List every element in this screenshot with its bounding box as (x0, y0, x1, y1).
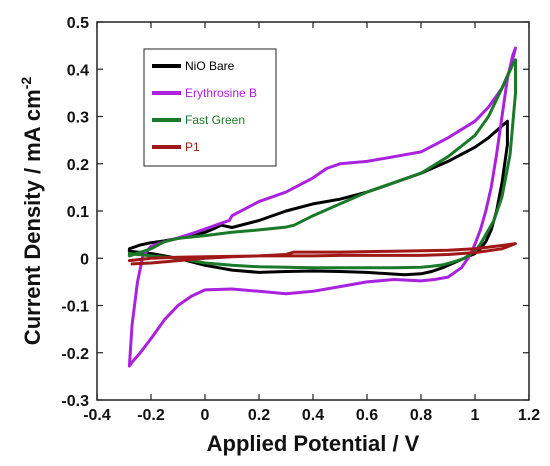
x-tick-label: 0.8 (410, 407, 432, 424)
x-axis-title: Applied Potential / V (207, 431, 420, 456)
y-tick-label: 0 (80, 251, 89, 268)
legend-label-fast-green: Fast Green (185, 113, 245, 127)
y-axis-title: Current Density / mA cm-2 (18, 77, 45, 346)
series-line-fast-green (127, 58, 517, 270)
series-layer (127, 46, 517, 368)
y-axis-title-superscript: -2 (18, 77, 34, 90)
legend-label-erythrosine-b: Erythrosine B (185, 86, 257, 100)
y-tick-label: 0.2 (67, 157, 89, 174)
x-tick-label: 1.2 (518, 407, 540, 424)
y-tick-label: 0.1 (67, 204, 89, 221)
y-tick-label: 0.3 (67, 110, 89, 127)
x-tick-label: 0.4 (302, 407, 324, 424)
y-tick-label: -0.2 (61, 346, 89, 363)
y-axis-title-main: Current Density / mA cm (20, 89, 45, 345)
y-tick-label: -0.3 (61, 393, 89, 410)
legend: NiO Bare Erythrosine B Fast Green P1 (143, 48, 277, 167)
x-tick-label: 0.6 (356, 407, 378, 424)
legend-label-p1: P1 (185, 140, 200, 154)
x-tick-label: -0.4 (83, 407, 111, 424)
series-line-erythrosine-b (127, 46, 517, 368)
x-tick-labels: -0.4 -0.2 0 0.2 0.4 0.6 0.8 1 1.2 (83, 407, 540, 424)
axis-ticks (96, 21, 530, 401)
y-tick-label: -0.1 (61, 299, 89, 316)
legend-label-nio-bare: NiO Bare (185, 59, 235, 73)
y-tick-label: 0.5 (67, 15, 89, 32)
x-tick-label: 0.2 (248, 407, 270, 424)
y-tick-labels: -0.3 -0.2 -0.1 0 0.1 0.2 0.3 0.4 0.5 (61, 15, 89, 410)
x-tick-label: -0.2 (137, 407, 165, 424)
y-tick-label: 0.4 (67, 62, 89, 79)
x-tick-label: 0 (201, 407, 210, 424)
x-tick-label: 1 (471, 407, 480, 424)
series-line-p1 (127, 242, 517, 266)
